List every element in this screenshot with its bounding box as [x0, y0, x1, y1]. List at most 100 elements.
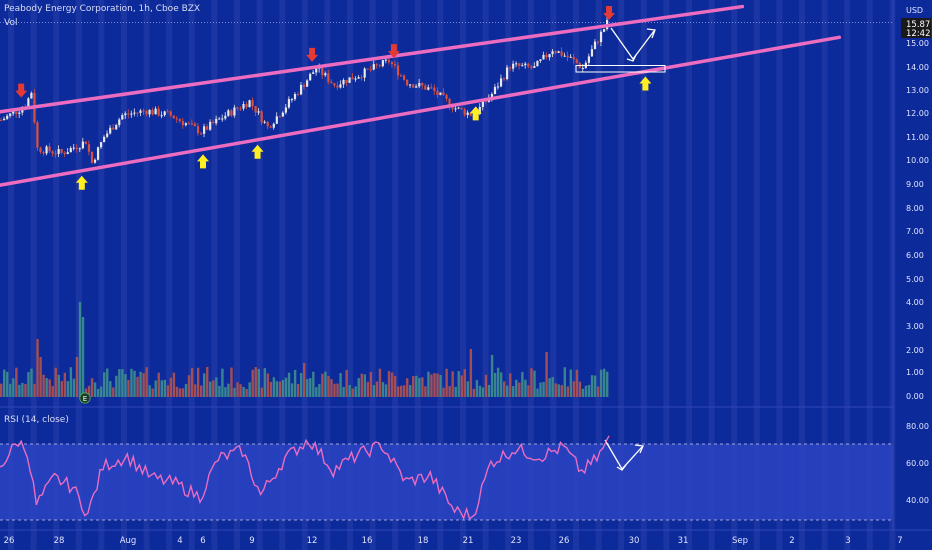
price-axis-label: 10.00: [906, 156, 929, 165]
session-stripe: [98, 0, 105, 550]
candle-body: [87, 144, 91, 152]
candle-body: [509, 67, 512, 69]
candle-body: [512, 63, 515, 69]
volume-bar: [560, 385, 563, 397]
volume-bar: [42, 374, 45, 397]
volume-bar: [275, 381, 279, 397]
projection-arrowhead: [626, 54, 637, 62]
session-stripe: [143, 0, 150, 550]
volume-bar: [163, 379, 167, 397]
candle-body: [366, 68, 369, 70]
volume-bar: [557, 384, 560, 397]
candle-body: [369, 69, 372, 71]
volume-bar: [45, 378, 48, 397]
candle-body: [530, 66, 533, 68]
volume-bar: [509, 373, 512, 397]
volume-bar: [512, 386, 515, 397]
candle-body: [184, 123, 188, 126]
candle-body: [175, 118, 178, 120]
volume-bar: [345, 369, 348, 397]
time-axis-label: 26: [4, 536, 15, 546]
candle-body: [236, 107, 239, 109]
rsi-band: [0, 444, 893, 520]
volume-bar: [363, 374, 366, 397]
volume-bar: [203, 373, 206, 397]
volume-bar: [551, 377, 554, 397]
volume-bar: [21, 382, 24, 397]
session-stripe: [573, 0, 579, 550]
volume-bar: [315, 387, 318, 397]
candle-body: [196, 126, 200, 134]
volume-bar: [348, 384, 351, 397]
candle-body: [39, 147, 42, 153]
candle-body: [303, 84, 306, 87]
candle-body: [45, 146, 48, 154]
candle-body: [124, 113, 127, 116]
volume-bar: [33, 383, 36, 397]
session-stripe: [256, 0, 263, 550]
volume-bar: [581, 388, 585, 397]
volume-bar: [248, 382, 251, 397]
candle-body: [248, 100, 251, 108]
candle-body: [348, 77, 351, 83]
volume-bar: [387, 371, 391, 397]
candle-body: [145, 111, 148, 115]
time-axis-label: 28: [54, 536, 65, 546]
candle-body: [442, 92, 445, 95]
candle-body: [15, 111, 18, 114]
candle-body: [342, 79, 345, 85]
candle-body: [224, 115, 227, 119]
candle-body: [336, 85, 339, 88]
candle-body: [190, 123, 194, 125]
candle-body: [490, 93, 494, 99]
price-axis: 15.00 14.00 13.00 12.00 11.00 10.00 9.00 8.00 7.…: [901, 6, 931, 505]
volume-bar: [442, 387, 445, 397]
volume-bar: [578, 381, 582, 397]
candle-body: [430, 87, 433, 89]
volume-bar: [278, 381, 282, 397]
volume-bar: [372, 385, 376, 397]
last-price-value: 15.87: [906, 20, 930, 30]
candle-body: [536, 60, 539, 67]
price-axis-label: 13.00: [906, 86, 929, 95]
volume-bar: [242, 386, 245, 397]
volume-bar: [287, 372, 291, 397]
yellow-support-arrow: [197, 154, 210, 169]
volume-bar: [515, 379, 518, 397]
session-stripe: [53, 0, 60, 550]
candle-body: [121, 115, 124, 120]
candle-body: [551, 51, 554, 55]
volume-bar: [366, 381, 370, 397]
volume-bar: [542, 382, 545, 397]
candle-body: [218, 118, 221, 120]
candle-body: [499, 78, 503, 87]
volume-bar: [112, 387, 115, 397]
volume-bar: [196, 367, 200, 397]
volume-bar: [115, 375, 118, 397]
candle-body: [393, 64, 397, 66]
candle-body: [6, 115, 9, 119]
price-axis-label: 5.00: [906, 275, 924, 284]
session-stripe: [482, 0, 489, 550]
candle-body: [172, 115, 175, 119]
volume-bar: [3, 369, 6, 397]
candle-body: [515, 63, 518, 65]
session-stripe: [301, 0, 308, 550]
session-stripe: [505, 0, 512, 550]
volume-bar: [357, 378, 360, 397]
volume-bar: [502, 381, 506, 397]
candle-body: [203, 126, 206, 134]
volume-bar: [545, 352, 548, 397]
volume-bar: [199, 385, 203, 397]
candle-body: [290, 99, 294, 101]
candle-body: [542, 54, 545, 60]
volume-bar: [599, 369, 603, 397]
volume-bar: [487, 384, 491, 397]
session-stripe: [30, 0, 37, 550]
candle-body: [381, 60, 384, 67]
volume-bar: [527, 385, 530, 397]
chart-title: Peabody Energy Corporation, 1h, Cboe BZX: [4, 4, 201, 14]
candle-body: [493, 86, 497, 94]
candle-body: [215, 118, 218, 124]
